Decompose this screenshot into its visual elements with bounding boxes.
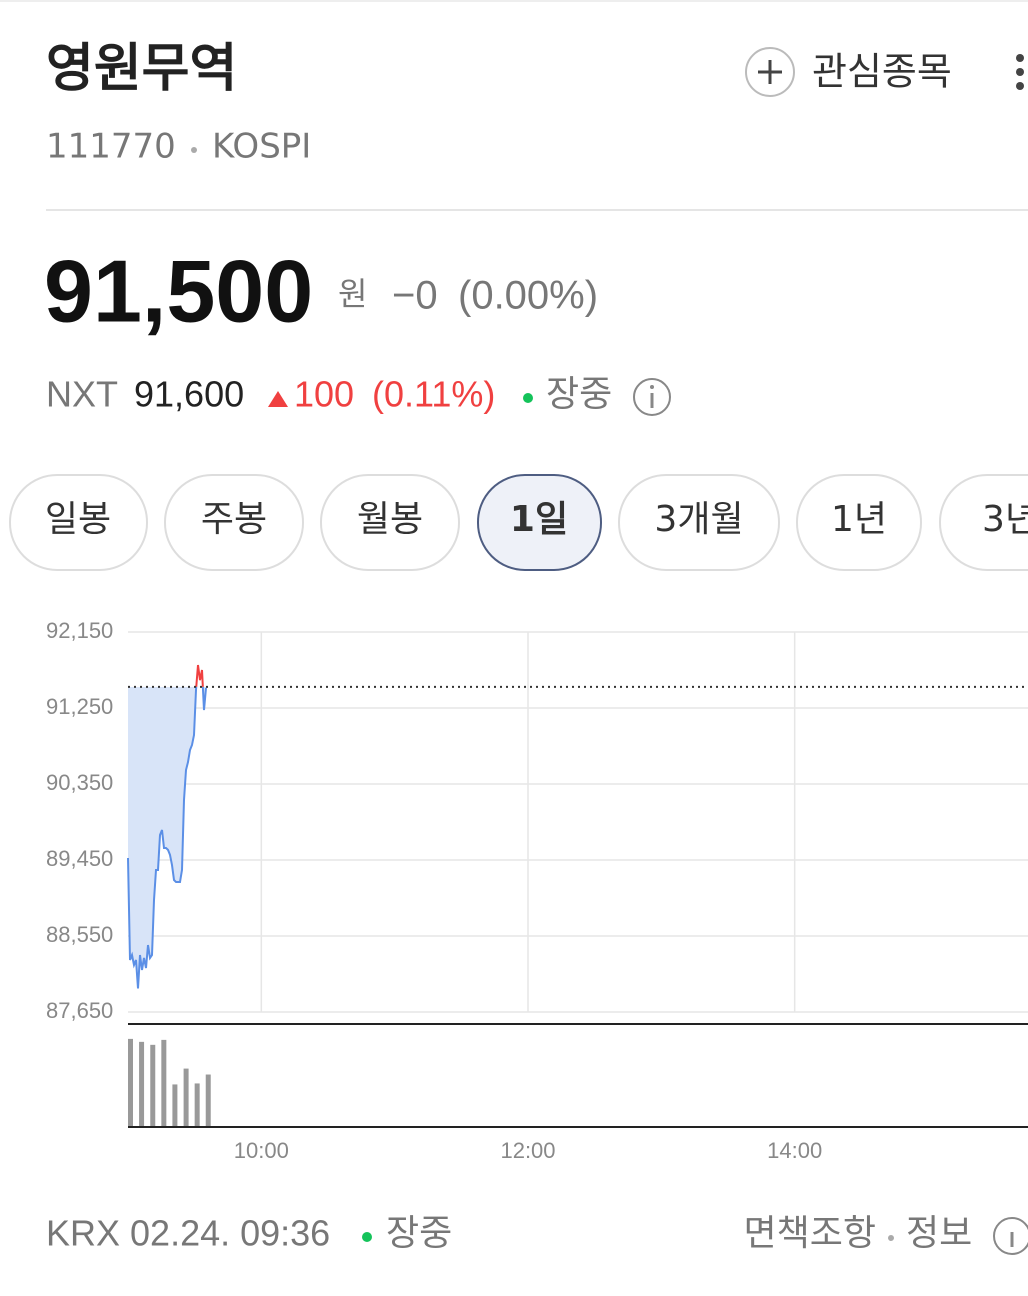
price-change-pct: (0.00%)	[458, 274, 598, 318]
tab-label[interactable]: 1일	[510, 499, 568, 540]
market: KOSPI	[212, 127, 311, 167]
y-tick-label: 87,650	[46, 998, 113, 1023]
tab-pill[interactable]	[320, 474, 460, 571]
volume-bar	[205, 1074, 211, 1127]
info-icon[interactable]	[633, 378, 671, 416]
period-tabs: 일봉 주봉 월봉 1일 3개월 1년 3년	[9, 474, 1028, 571]
volume-bar	[172, 1084, 178, 1127]
y-tick-label: 91,250	[46, 694, 113, 719]
price-change: −0	[392, 274, 438, 318]
info-circle[interactable]	[993, 1217, 1028, 1255]
nxt-label: NXT	[46, 374, 118, 415]
disclaimer-link[interactable]: 면책조항	[744, 1213, 876, 1254]
x-tick-label: 10:00	[234, 1138, 289, 1163]
separator-dot	[191, 147, 197, 153]
tab-label[interactable]: 3년	[982, 499, 1028, 540]
volume-bar	[150, 1044, 156, 1127]
watch-button[interactable]: 관심종목	[745, 47, 952, 97]
up-triangle	[268, 391, 288, 407]
volume-bar	[139, 1041, 145, 1127]
y-tick-label: 90,350	[46, 770, 113, 795]
tab-label[interactable]: 일봉	[45, 499, 111, 540]
tab-pill-selected[interactable]	[477, 474, 602, 571]
nxt-status: 장중	[546, 374, 612, 415]
watch-label[interactable]: 관심종목	[812, 50, 952, 94]
y-tick-label: 89,450	[46, 846, 113, 871]
tab-pill[interactable]	[796, 474, 922, 571]
volume-bar	[194, 1083, 200, 1127]
status-dot	[523, 393, 533, 403]
info-link[interactable]: 정보	[906, 1213, 972, 1254]
tab-pill[interactable]	[9, 474, 148, 571]
info-dot	[650, 385, 654, 389]
chart: 87,650 88,550 89,450 90,350 91,250 92,150 10:0…	[46, 618, 1028, 1163]
tab-label[interactable]: 1년	[831, 499, 887, 540]
tab-label[interactable]: 3개월	[654, 499, 743, 540]
status-dot	[362, 1232, 372, 1242]
price-line	[127, 686, 207, 989]
tab-label[interactable]: 주봉	[201, 499, 267, 540]
nxt-price: 91,600	[134, 374, 244, 415]
volume-bar	[128, 1038, 133, 1127]
y-tick-label: 88,550	[46, 922, 113, 947]
nxt-change-pct: (0.11%)	[372, 374, 495, 415]
more-menu[interactable]	[1016, 54, 1024, 90]
stock-name: 영원무역	[46, 39, 237, 99]
separator-dot	[888, 1235, 894, 1241]
tab-pill[interactable]	[939, 474, 1028, 571]
tab-pill[interactable]	[164, 474, 304, 571]
nxt-change: 100	[294, 374, 354, 415]
x-tick-label: 14:00	[767, 1138, 822, 1163]
price: 91,500	[44, 241, 313, 340]
area-fill	[128, 686, 206, 989]
price-unit: 원	[338, 275, 367, 313]
menu-dot	[1016, 82, 1024, 90]
plus-icon[interactable]	[745, 47, 795, 97]
info-circle[interactable]	[633, 378, 671, 416]
volume-bar	[161, 1039, 167, 1127]
x-tick-label: 12:00	[500, 1138, 555, 1163]
volume-bar	[183, 1068, 189, 1127]
tab-pill[interactable]	[618, 474, 780, 571]
stock-code: 111770	[46, 127, 176, 167]
menu-dot	[1016, 68, 1024, 76]
footer-status: 장중	[386, 1213, 452, 1254]
tab-label[interactable]: 월봉	[357, 499, 423, 540]
menu-dot	[1016, 54, 1024, 62]
y-tick-label: 92,150	[46, 618, 113, 643]
footer-time: KRX 02.24. 09:36	[46, 1213, 330, 1254]
